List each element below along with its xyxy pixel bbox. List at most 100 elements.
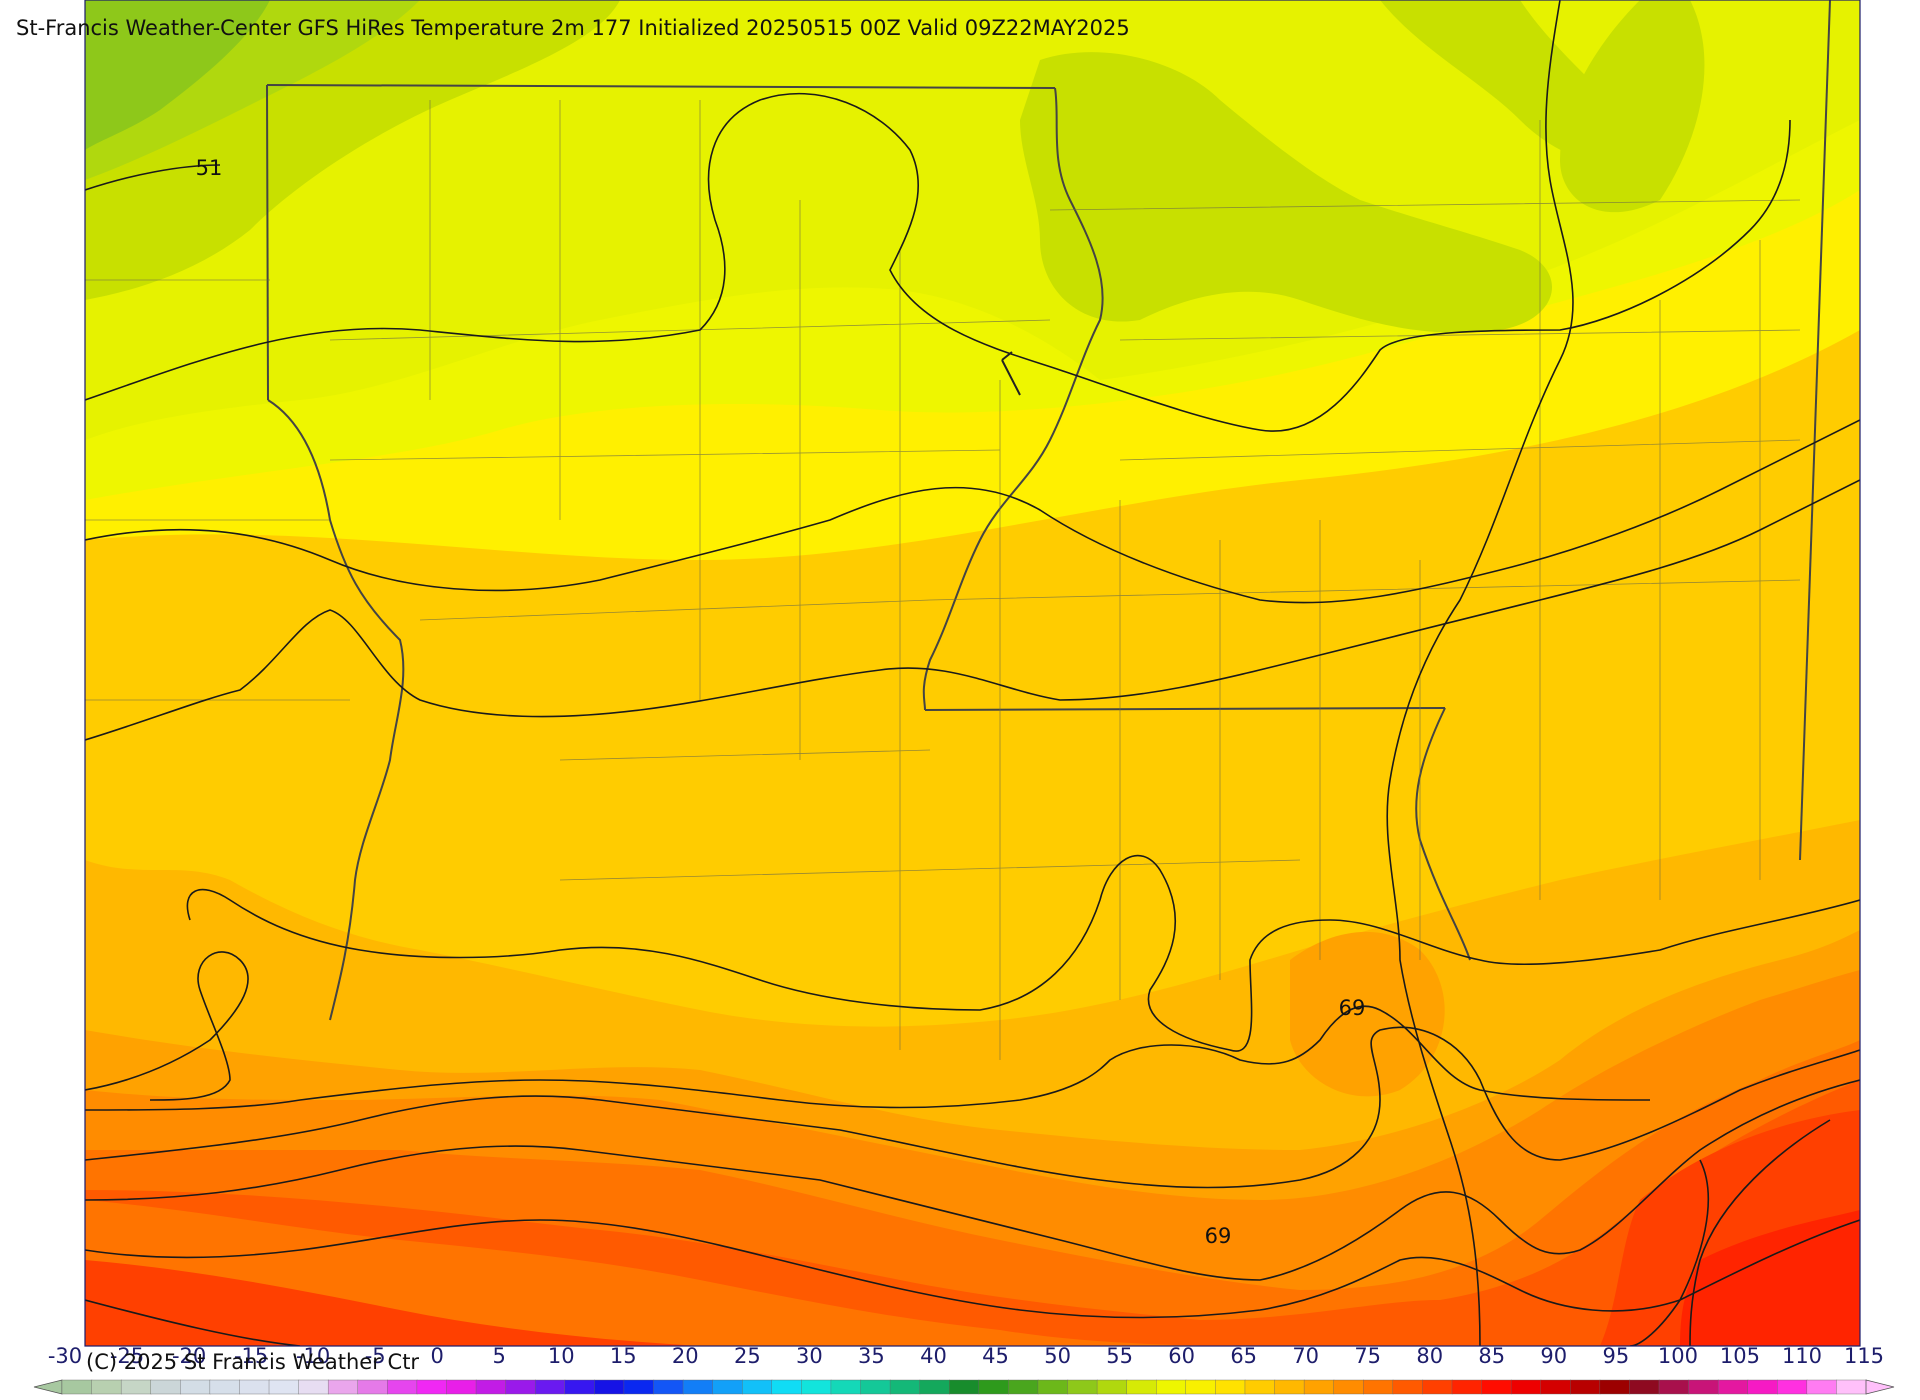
colorbar-tick-label: 35 bbox=[858, 1344, 885, 1368]
colorbar-cell bbox=[1244, 1379, 1276, 1395]
colorbar-tick-label: 100 bbox=[1657, 1344, 1698, 1368]
colorbar-tick-label: 30 bbox=[796, 1344, 823, 1368]
colorbar-cell bbox=[387, 1379, 418, 1395]
county-lines bbox=[85, 100, 1801, 1060]
colorbar-cell bbox=[1422, 1379, 1453, 1395]
colorbar-tick-label: 55 bbox=[1106, 1344, 1133, 1368]
colorbar-cell bbox=[1717, 1379, 1749, 1395]
colorbar-cell bbox=[1215, 1379, 1246, 1395]
colorbar-tick-label: -25 bbox=[109, 1344, 145, 1368]
colorbar-cell bbox=[1540, 1379, 1571, 1395]
colorbar-tick-label: 50 bbox=[1044, 1344, 1071, 1368]
colorbar-tick-label: 65 bbox=[1230, 1344, 1258, 1368]
colorbar-cell bbox=[623, 1379, 655, 1395]
temperature-colorbar bbox=[33, 1379, 1895, 1395]
colorbar-tick-label: -20 bbox=[171, 1344, 207, 1368]
colorbar-cell bbox=[239, 1379, 270, 1395]
colorbar-cell bbox=[1688, 1379, 1719, 1395]
colorbar-tick-label: 90 bbox=[1540, 1344, 1568, 1368]
colorbar-cell bbox=[830, 1379, 862, 1395]
colorbar-cell bbox=[1658, 1379, 1690, 1395]
colorbar-cell bbox=[1777, 1379, 1808, 1395]
colorbar-cell bbox=[298, 1379, 329, 1395]
contour-labels: 51 69 69 bbox=[196, 156, 1366, 1248]
colorbar-cell bbox=[1570, 1379, 1601, 1395]
colorbar-tick-label: 115 bbox=[1843, 1344, 1885, 1368]
colorbar-cell bbox=[1481, 1379, 1512, 1395]
wind-barb-icon bbox=[1001, 351, 1021, 396]
colorbar-cell bbox=[475, 1379, 507, 1395]
colorbar-cell bbox=[742, 1379, 773, 1395]
colorbar-cell bbox=[357, 1379, 389, 1395]
colorbar-tick-label: 60 bbox=[1168, 1344, 1195, 1368]
colorbar-cell bbox=[91, 1379, 122, 1395]
colorbar-tick-label: 95 bbox=[1602, 1344, 1630, 1368]
colorbar-tick-label: -15 bbox=[233, 1344, 269, 1368]
colorbar-cell bbox=[150, 1379, 181, 1395]
colorbar-tick-label: 45 bbox=[982, 1344, 1009, 1368]
temperature-fill-bands bbox=[85, 0, 1860, 1346]
colorbar-arrow-left bbox=[33, 1379, 63, 1395]
colorbar-tick-label: 5 bbox=[492, 1344, 506, 1368]
contour-label: 51 bbox=[196, 156, 223, 180]
colorbar-cell bbox=[594, 1379, 625, 1395]
colorbar-cell bbox=[1363, 1379, 1394, 1395]
colorbar-tick-label: 0 bbox=[430, 1344, 444, 1368]
colorbar-cell bbox=[771, 1379, 803, 1395]
colorbar-cell bbox=[1629, 1379, 1660, 1395]
colorbar-cell bbox=[653, 1379, 684, 1395]
colorbar-tick-label: 75 bbox=[1354, 1344, 1382, 1368]
colorbar-cell bbox=[860, 1379, 891, 1395]
colorbar-arrow-right bbox=[1865, 1379, 1895, 1395]
colorbar-cell bbox=[682, 1379, 714, 1395]
colorbar-cell bbox=[1747, 1379, 1778, 1395]
copyright-text: (C) 2025 St Francis Weather Ctr bbox=[86, 1350, 420, 1374]
colorbar-cell bbox=[1303, 1379, 1335, 1395]
colorbar-cell bbox=[1333, 1379, 1364, 1395]
colorbar-cell bbox=[1836, 1379, 1867, 1395]
colorbar-cell bbox=[1126, 1379, 1157, 1395]
colorbar-tick-label: -30 bbox=[47, 1344, 83, 1368]
state-borders bbox=[266, 0, 1831, 1021]
colorbar-cell bbox=[978, 1379, 1010, 1395]
colorbar-tick-label: -5 bbox=[364, 1344, 386, 1368]
map-title: St-Francis Weather-Center GFS HiRes Temp… bbox=[16, 16, 1130, 40]
colorbar-cell bbox=[801, 1379, 832, 1395]
colorbar-cell bbox=[949, 1379, 980, 1395]
colorbar-tick-label: 80 bbox=[1416, 1344, 1444, 1368]
colorbar-cell bbox=[1599, 1379, 1631, 1395]
colorbar-cell bbox=[180, 1379, 211, 1395]
colorbar-tick-label: 85 bbox=[1478, 1344, 1506, 1368]
colorbar-cell bbox=[1037, 1379, 1069, 1395]
colorbar-tick-label: 110 bbox=[1781, 1344, 1823, 1368]
colorbar-tick-label: -10 bbox=[295, 1344, 331, 1368]
colorbar-tick-label: 70 bbox=[1292, 1344, 1320, 1368]
colorbar-cell bbox=[61, 1379, 93, 1395]
colorbar-cell bbox=[889, 1379, 921, 1395]
colorbar-cell bbox=[1067, 1379, 1098, 1395]
colorbar-cell bbox=[534, 1379, 566, 1395]
colorbar-cell bbox=[1274, 1379, 1305, 1395]
colorbar-cell bbox=[505, 1379, 536, 1395]
colorbar-cell bbox=[919, 1379, 950, 1395]
colorbar-tick-label: 105 bbox=[1719, 1344, 1760, 1368]
colorbar-cell bbox=[1096, 1379, 1128, 1395]
colorbar-cell bbox=[1510, 1379, 1542, 1395]
colorbar-tick-labels: -30 -25 -20 -15 -10 -5 0 5 10 15 20 25 30 35 40 45 50 55 6… bbox=[0, 1344, 1920, 1374]
colorbar-tick-label: 20 bbox=[671, 1344, 699, 1368]
colorbar-cell bbox=[564, 1379, 596, 1395]
colorbar-cell bbox=[327, 1379, 359, 1395]
isotherm-contours bbox=[85, 0, 1860, 1346]
colorbar-cell bbox=[268, 1379, 300, 1395]
colorbar-tick-label: 10 bbox=[547, 1344, 575, 1368]
colorbar-cell bbox=[1008, 1379, 1039, 1395]
colorbar-tick-label: 25 bbox=[734, 1344, 761, 1368]
colorbar-cell bbox=[712, 1379, 743, 1395]
contour-label: 69 bbox=[1339, 996, 1366, 1020]
colorbar-cell bbox=[416, 1379, 448, 1395]
colorbar-cell bbox=[1185, 1379, 1217, 1395]
colorbar-cell bbox=[209, 1379, 241, 1395]
colorbar-tick-label: 15 bbox=[609, 1344, 637, 1368]
contour-label: 69 bbox=[1205, 1224, 1232, 1248]
